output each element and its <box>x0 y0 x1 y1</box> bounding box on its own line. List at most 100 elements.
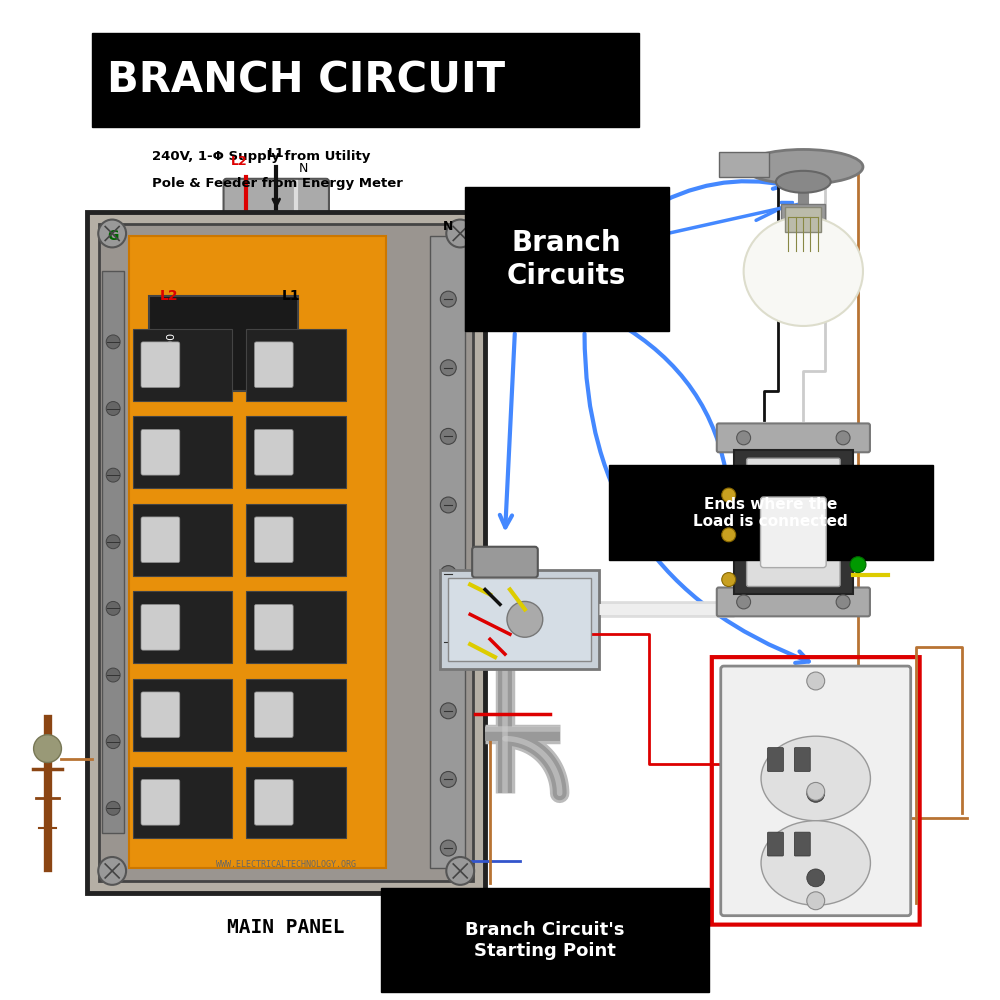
FancyBboxPatch shape <box>254 779 293 825</box>
FancyBboxPatch shape <box>717 423 870 452</box>
Circle shape <box>106 402 120 415</box>
FancyBboxPatch shape <box>141 604 180 650</box>
Circle shape <box>440 428 456 444</box>
Circle shape <box>106 335 120 349</box>
Circle shape <box>440 703 456 719</box>
FancyBboxPatch shape <box>149 296 298 391</box>
FancyBboxPatch shape <box>133 329 232 401</box>
Text: Branch Circuit's
Starting Point: Branch Circuit's Starting Point <box>465 921 625 960</box>
Text: MAIN PANEL: MAIN PANEL <box>227 918 345 937</box>
FancyBboxPatch shape <box>133 767 232 838</box>
Circle shape <box>440 840 456 856</box>
Text: 240V, 1-Φ Supply from Utility: 240V, 1-Φ Supply from Utility <box>152 150 370 163</box>
Text: Ends where the
Load is connected: Ends where the Load is connected <box>693 497 848 529</box>
FancyBboxPatch shape <box>472 547 538 578</box>
FancyBboxPatch shape <box>794 748 810 771</box>
FancyBboxPatch shape <box>246 767 346 838</box>
Text: G: G <box>107 229 119 243</box>
Text: N: N <box>298 162 308 175</box>
Ellipse shape <box>744 149 863 184</box>
FancyBboxPatch shape <box>246 416 346 488</box>
Circle shape <box>807 672 825 690</box>
Circle shape <box>440 634 456 650</box>
FancyBboxPatch shape <box>87 212 485 893</box>
FancyBboxPatch shape <box>102 271 124 833</box>
FancyBboxPatch shape <box>246 679 346 751</box>
Text: WWW.ELECTRICALTECHNOLOGY.ORG: WWW.ELECTRICALTECHNOLOGY.ORG <box>216 860 356 869</box>
Circle shape <box>722 488 736 502</box>
Text: N: N <box>443 220 453 233</box>
Circle shape <box>850 557 866 573</box>
FancyBboxPatch shape <box>430 236 465 868</box>
FancyBboxPatch shape <box>129 236 386 868</box>
FancyBboxPatch shape <box>761 497 826 568</box>
FancyBboxPatch shape <box>254 342 293 388</box>
Circle shape <box>98 220 126 247</box>
Circle shape <box>722 528 736 542</box>
Circle shape <box>446 857 474 885</box>
Circle shape <box>440 566 456 582</box>
FancyBboxPatch shape <box>768 832 783 856</box>
FancyBboxPatch shape <box>747 458 840 587</box>
Circle shape <box>722 573 736 587</box>
FancyBboxPatch shape <box>794 832 810 856</box>
FancyBboxPatch shape <box>254 517 293 563</box>
Circle shape <box>106 668 120 682</box>
Circle shape <box>106 801 120 815</box>
FancyBboxPatch shape <box>254 692 293 738</box>
FancyBboxPatch shape <box>717 588 870 616</box>
Text: L1: L1 <box>268 147 285 160</box>
FancyBboxPatch shape <box>719 152 769 177</box>
Circle shape <box>440 771 456 787</box>
Text: Pole & Feeder from Energy Meter: Pole & Feeder from Energy Meter <box>152 177 403 190</box>
Circle shape <box>446 220 474 247</box>
FancyBboxPatch shape <box>734 450 853 594</box>
Circle shape <box>807 869 825 887</box>
Ellipse shape <box>744 217 863 326</box>
Ellipse shape <box>761 821 870 905</box>
FancyBboxPatch shape <box>99 224 473 881</box>
FancyBboxPatch shape <box>246 504 346 576</box>
FancyBboxPatch shape <box>133 591 232 663</box>
FancyBboxPatch shape <box>781 204 825 232</box>
Circle shape <box>98 857 126 885</box>
Text: Branch
Circuits: Branch Circuits <box>507 229 626 290</box>
FancyBboxPatch shape <box>133 679 232 751</box>
FancyBboxPatch shape <box>440 570 599 669</box>
Text: L2: L2 <box>231 155 248 168</box>
FancyBboxPatch shape <box>141 429 180 475</box>
Circle shape <box>34 735 61 763</box>
Circle shape <box>440 291 456 307</box>
FancyBboxPatch shape <box>254 604 293 650</box>
Circle shape <box>440 360 456 376</box>
FancyBboxPatch shape <box>141 517 180 563</box>
Circle shape <box>807 782 825 800</box>
Circle shape <box>106 601 120 615</box>
Circle shape <box>737 595 751 609</box>
FancyBboxPatch shape <box>246 591 346 663</box>
FancyBboxPatch shape <box>246 329 346 401</box>
FancyBboxPatch shape <box>141 779 180 825</box>
FancyBboxPatch shape <box>141 342 180 388</box>
FancyBboxPatch shape <box>254 429 293 475</box>
Text: BRANCH CIRCUIT: BRANCH CIRCUIT <box>107 59 505 101</box>
FancyBboxPatch shape <box>381 888 709 992</box>
Circle shape <box>106 535 120 549</box>
Circle shape <box>737 431 751 445</box>
Text: L1: L1 <box>282 289 300 303</box>
FancyBboxPatch shape <box>465 187 669 331</box>
Text: L2: L2 <box>160 289 178 303</box>
FancyBboxPatch shape <box>141 692 180 738</box>
FancyBboxPatch shape <box>224 179 329 220</box>
FancyBboxPatch shape <box>768 748 783 771</box>
Circle shape <box>440 497 456 513</box>
Circle shape <box>807 784 825 802</box>
Text: 200: 200 <box>166 332 176 353</box>
FancyBboxPatch shape <box>721 666 911 916</box>
FancyBboxPatch shape <box>609 465 933 560</box>
Circle shape <box>106 468 120 482</box>
Ellipse shape <box>761 736 870 821</box>
FancyBboxPatch shape <box>785 207 821 232</box>
FancyBboxPatch shape <box>448 578 591 661</box>
Circle shape <box>106 735 120 749</box>
